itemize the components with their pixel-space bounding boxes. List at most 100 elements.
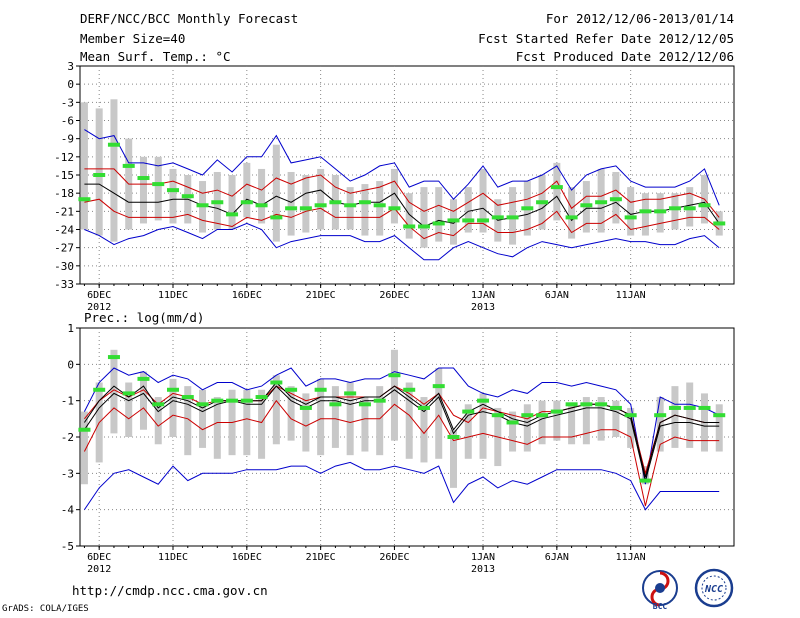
ensemble-box — [627, 187, 635, 236]
median-marker — [609, 197, 622, 202]
median-marker — [417, 224, 430, 229]
series-line-min — [84, 222, 720, 261]
y-tick-label: -9 — [61, 133, 74, 146]
ensemble-box — [420, 397, 428, 463]
median-marker — [462, 409, 475, 414]
ensemble-box — [302, 393, 310, 452]
ensemble-box — [715, 404, 723, 452]
median-marker — [491, 215, 504, 220]
ensemble-box — [317, 378, 325, 456]
ensemble-box — [80, 102, 88, 230]
median-marker — [447, 218, 460, 223]
median-marker — [373, 398, 386, 403]
median-marker — [536, 413, 549, 418]
x-tick-label: 11JAN — [616, 552, 646, 563]
y-tick-label: -3 — [61, 467, 74, 480]
y-tick-label: -15 — [54, 169, 74, 182]
median-marker — [181, 395, 194, 400]
median-marker — [240, 200, 253, 205]
median-marker — [506, 215, 519, 220]
ensemble-box — [184, 386, 192, 456]
median-marker — [432, 384, 445, 389]
median-marker — [536, 200, 549, 205]
median-marker — [344, 391, 357, 396]
x-tick-year-label: 2012 — [87, 564, 111, 575]
median-marker — [388, 206, 401, 211]
median-marker — [285, 206, 298, 211]
median-marker — [78, 197, 91, 202]
ensemble-box — [287, 386, 295, 441]
ensemble-box — [213, 397, 221, 459]
x-tick-label: 21DEC — [306, 552, 336, 563]
y-tick-label: 3 — [67, 60, 74, 73]
ensemble-box — [272, 375, 280, 445]
median-marker — [624, 413, 637, 418]
ensemble-box — [80, 411, 88, 485]
x-tick-label: 26DEC — [379, 290, 409, 301]
median-marker — [462, 218, 475, 223]
ensemble-box — [361, 184, 369, 236]
ensemble-box — [317, 168, 325, 230]
median-marker — [285, 387, 298, 392]
median-marker — [122, 163, 135, 168]
median-marker — [668, 405, 681, 410]
chart-title: DERF/NCC/BCC Monthly Forecast — [80, 11, 299, 26]
ensemble-box — [435, 367, 443, 459]
median-marker — [107, 142, 120, 147]
y-tick-label: -4 — [61, 504, 75, 517]
series-line-min — [83, 461, 720, 511]
series-line-lower — [83, 399, 720, 507]
median-marker — [432, 221, 445, 226]
y-tick-label: -24 — [54, 224, 74, 237]
x-tick-label: 11JAN — [616, 290, 646, 301]
ensemble-box — [479, 393, 487, 459]
x-tick-label: 6JAN — [545, 552, 569, 563]
median-marker — [550, 185, 563, 190]
median-marker — [683, 405, 696, 410]
median-marker — [477, 218, 490, 223]
median-marker — [152, 182, 165, 187]
y-tick-label: -1 — [61, 395, 74, 408]
median-marker — [299, 405, 312, 410]
x-tick-label: 6DEC — [87, 290, 111, 301]
median-marker — [403, 387, 416, 392]
ensemble-box — [686, 382, 694, 448]
median-marker — [329, 402, 342, 407]
ensemble-box — [553, 400, 561, 441]
ensemble-box — [139, 156, 147, 224]
ensemble-box — [139, 371, 147, 430]
y-tick-label: 0 — [67, 78, 74, 91]
median-marker — [211, 200, 224, 205]
ensemble-box — [509, 411, 517, 452]
x-tick-label: 11DEC — [158, 552, 188, 563]
ensemble-box — [361, 397, 369, 452]
ensemble-box — [199, 389, 207, 448]
source-url[interactable]: http://cmdp.ncc.cma.gov.cn — [72, 583, 268, 598]
median-marker — [78, 427, 91, 432]
median-marker — [595, 200, 608, 205]
ensemble-box — [258, 168, 266, 224]
x-tick-year-label: 2012 — [87, 302, 111, 313]
series-line-lower — [84, 198, 720, 240]
ensemble-box — [390, 349, 398, 441]
median-marker — [93, 387, 106, 392]
y-tick-label: -30 — [54, 260, 74, 273]
median-marker — [388, 373, 401, 378]
plot-frame — [79, 65, 735, 285]
ensemble-box — [390, 168, 398, 224]
ensemble-box — [450, 429, 458, 488]
median-marker — [329, 200, 342, 205]
chart-panel-1: 3 0 -3 -6 -9 -12 -15 -18 -21 -24 -27 -30 -33 6DEC2012… — [54, 60, 735, 313]
ensemble-box — [464, 187, 472, 233]
median-marker — [654, 209, 667, 214]
ensemble-box — [627, 407, 635, 448]
median-marker — [417, 405, 430, 410]
y-tick-label: 1 — [67, 322, 74, 335]
ensemble-box — [169, 378, 177, 437]
median-marker — [181, 194, 194, 199]
x-tick-label: 16DEC — [232, 290, 262, 301]
ensemble-box — [302, 175, 310, 233]
x-tick-label: 1JAN — [471, 290, 495, 301]
